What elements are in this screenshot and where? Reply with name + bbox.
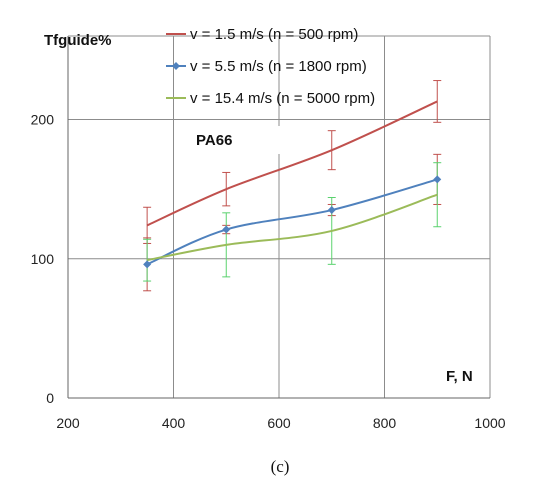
- x-tick-label: 200: [56, 415, 80, 431]
- legend-label: v = 5.5 m/s (n = 1800 rpm): [190, 58, 367, 75]
- x-tick-label: 600: [267, 415, 291, 431]
- caption: (c): [271, 457, 290, 476]
- data-point-marker: [143, 260, 152, 269]
- axes: [67, 36, 490, 399]
- tick-labels: 200 400 600 800 1000 0 100 200: [31, 112, 506, 431]
- y-tick-label: 100: [31, 251, 55, 267]
- series-line-2: [146, 178, 438, 266]
- y-tick-label: 200: [31, 112, 55, 128]
- series-lines: [146, 100, 438, 266]
- x-tick-label: 1000: [474, 415, 505, 431]
- annotation-background: [186, 126, 288, 154]
- data-point-marker: [433, 175, 442, 184]
- series-markers: [143, 175, 442, 269]
- data-point-marker: [327, 206, 336, 215]
- legend: v = 1.5 m/s (n = 500 rpm) v = 5.5 m/s (n …: [166, 26, 375, 107]
- y-axis-title: Tfguide%: [44, 32, 112, 49]
- series-line-1: [146, 100, 438, 227]
- legend-marker: [172, 62, 180, 70]
- x-axis-title: F, N: [446, 368, 473, 385]
- grid: [68, 35, 491, 398]
- legend-label: v = 1.5 m/s (n = 500 rpm): [190, 26, 358, 43]
- data-point-marker: [222, 225, 231, 234]
- legend-label: v = 15.4 m/s (n = 5000 rpm): [190, 90, 375, 107]
- series-line-3: [146, 193, 438, 262]
- annotation-label: PA66: [196, 132, 232, 149]
- x-tick-label: 800: [373, 415, 397, 431]
- y-tick-label: 0: [46, 390, 54, 406]
- x-tick-label: 400: [162, 415, 186, 431]
